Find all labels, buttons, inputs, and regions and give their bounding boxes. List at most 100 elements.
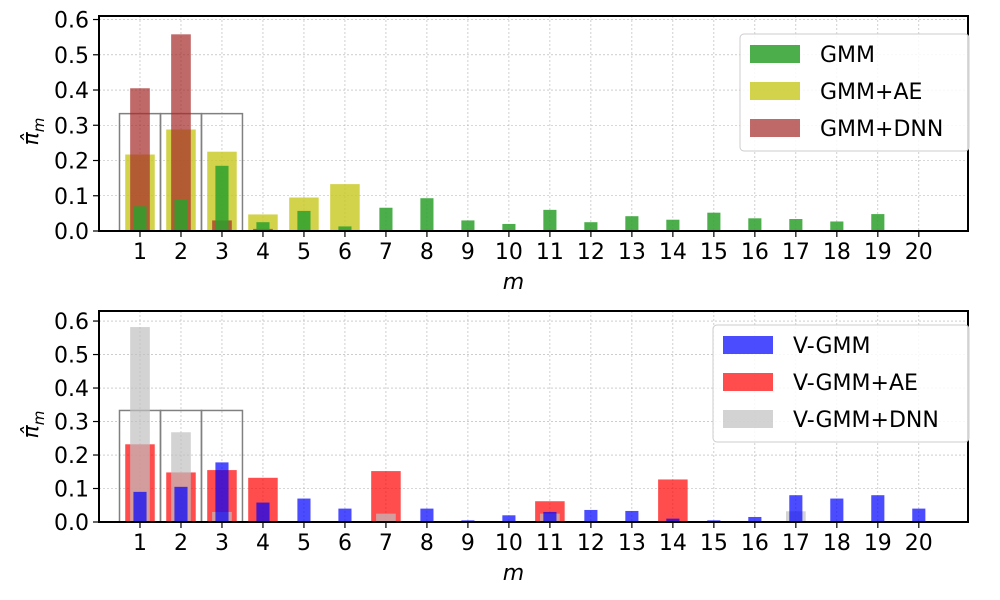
x-tick-label: 15 (700, 240, 728, 265)
x-tick-label: 3 (215, 531, 229, 556)
bar (174, 199, 188, 231)
x-tick-label: 18 (823, 531, 851, 556)
bar (297, 210, 311, 231)
x-tick-label: 17 (782, 240, 810, 265)
bar (789, 495, 803, 522)
x-tick-label: 20 (905, 240, 933, 265)
y-tick-label: 0.2 (54, 150, 89, 175)
legend: GMM GMM+AE GMM+DNN (739, 33, 970, 152)
bar (502, 223, 516, 231)
bar (215, 462, 229, 522)
x-tick-label: 14 (659, 531, 687, 556)
legend: V-GMM V-GMM+AE V-GMM+DNN (712, 324, 970, 443)
bar (461, 220, 475, 231)
y-tick-label: 0.3 (54, 411, 89, 436)
legend-swatch (750, 82, 800, 100)
bar (376, 513, 396, 522)
series-v-gmm-ae (125, 444, 688, 522)
y-tick-label: 0.1 (54, 185, 89, 210)
bar (584, 509, 598, 522)
bar (912, 508, 926, 522)
legend-swatch (723, 336, 773, 354)
bar (543, 511, 557, 522)
bar (174, 486, 188, 522)
x-tick-label: 13 (618, 240, 646, 265)
bar (707, 212, 721, 231)
y-tick-label: 0.6 (54, 9, 89, 34)
x-axis-label: m (503, 561, 524, 586)
x-tick-label: 1 (133, 240, 147, 265)
x-tick-label: 19 (864, 531, 892, 556)
bar (330, 184, 360, 231)
bar (420, 198, 434, 231)
y-axis-label-sub: m (30, 411, 48, 426)
legend-swatch (723, 373, 773, 391)
series-gmm (133, 165, 885, 231)
bar (871, 495, 885, 522)
x-tick-label: 11 (536, 240, 564, 265)
bar (371, 471, 401, 522)
x-tick-label: 2 (174, 531, 188, 556)
bar (130, 327, 150, 522)
x-axis-label: m (503, 270, 524, 295)
y-tick-label: 0.1 (54, 478, 89, 503)
x-tick-label: 2 (174, 240, 188, 265)
bar (133, 206, 147, 231)
bar (379, 207, 393, 231)
x-tick-label: 6 (338, 531, 352, 556)
x-tick-label: 3 (215, 240, 229, 265)
x-tick-label: 12 (577, 240, 605, 265)
x-tick-label: 19 (864, 240, 892, 265)
chart-panel-1: 1 2 3 4 5 6 7 8 9 10 11 12 13 14 15 16 17 18 19 200.00.10.2… (19, 9, 970, 295)
legend-label: GMM+DNN (820, 117, 943, 142)
x-tick-label: 12 (577, 531, 605, 556)
bar (789, 219, 803, 231)
x-tick-label: 5 (297, 531, 311, 556)
x-tick-label: 14 (659, 240, 687, 265)
x-tick-label: 17 (782, 531, 810, 556)
x-tick-label: 15 (700, 531, 728, 556)
y-axis-label-sub: m (30, 118, 48, 133)
x-tick-label: 4 (256, 240, 270, 265)
y-axis-label-main: π̂ (19, 132, 44, 146)
bar (748, 516, 762, 522)
bar (830, 498, 844, 522)
bar (658, 479, 688, 522)
y-axis-label: π̂m (19, 118, 48, 146)
legend-swatch (750, 119, 800, 137)
bar (130, 88, 150, 232)
legend-label: GMM+AE (820, 80, 922, 105)
x-tick-label: 8 (420, 240, 434, 265)
x-tick-label: 9 (461, 240, 475, 265)
x-tick-label: 16 (741, 240, 769, 265)
bar (256, 502, 270, 522)
legend-label: GMM (820, 43, 875, 68)
bar (584, 222, 598, 231)
y-axis-label-main: π̂ (19, 425, 44, 439)
x-tick-label: 13 (618, 531, 646, 556)
y-tick-label: 0.0 (54, 220, 89, 245)
x-tick-label: 1 (133, 531, 147, 556)
bar (830, 221, 844, 231)
series-v-gmm (133, 462, 926, 522)
bar (666, 219, 680, 231)
x-tick-label: 9 (461, 531, 475, 556)
x-tick-label: 20 (905, 531, 933, 556)
y-axis-label: π̂m (19, 411, 48, 439)
legend-label: V-GMM+AE (793, 371, 918, 396)
bar (256, 222, 270, 231)
bar (502, 515, 516, 522)
x-tick-label: 4 (256, 531, 270, 556)
bar (215, 165, 229, 231)
y-tick-label: 0.4 (54, 377, 89, 402)
x-tick-label: 10 (495, 531, 523, 556)
x-tick-label: 11 (536, 531, 564, 556)
bar (666, 518, 680, 522)
legend-label: V-GMM+DNN (793, 408, 939, 433)
y-tick-label: 0.6 (54, 310, 89, 335)
x-tick-label: 10 (495, 240, 523, 265)
bar (171, 34, 191, 232)
bar (543, 209, 557, 231)
